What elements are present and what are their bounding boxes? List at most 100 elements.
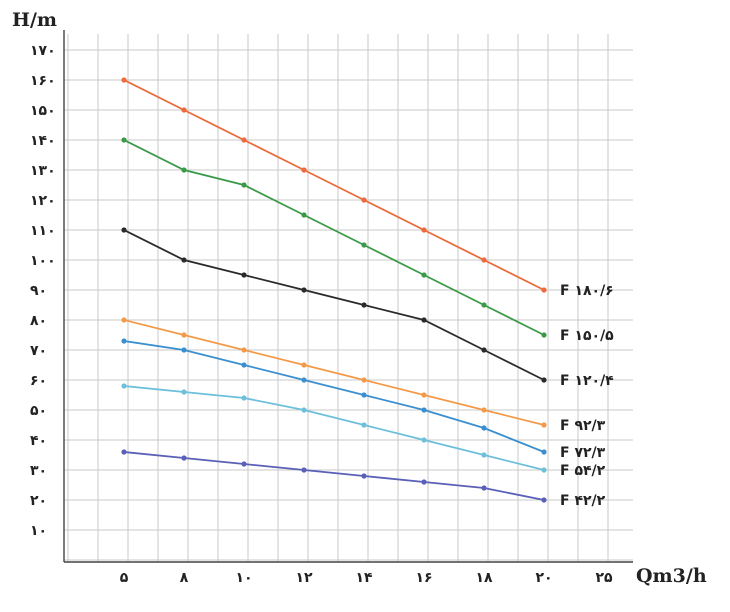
data-point [481,257,487,263]
data-point [241,182,247,188]
data-point [481,452,487,458]
data-point [241,461,247,467]
data-point [181,389,187,395]
y-tick-labels: ۱۰ ۲۰ ۳۰ ۴۰ ۵۰ ۶۰ ۷۰ ۸۰ ۹۰ ۱۰۰ ۱۱۰ ۱۲۰ ۱۳۰ ۱۴۰ ۱۵۰ ۱۶۰ ۱… [30,43,56,539]
series-line [123,319,545,426]
y-tick-label: ۱۷۰ [30,43,56,59]
data-point [241,395,247,401]
x-tick-label: ۸ [180,570,189,586]
data-point [361,422,367,428]
x-axis-title: Qm3/h [636,565,707,587]
data-point [481,302,487,308]
y-tick-label: ۸۰ [30,313,47,329]
data-point [541,287,547,293]
series-label: F ۵۴/۲ [560,463,606,479]
x-tick-label: ۲۵ [595,570,613,586]
y-tick-label: ۲۰ [30,493,47,509]
y-tick-label: ۱۶۰ [30,73,56,89]
data-point [181,347,187,353]
data-point [361,242,367,248]
data-point [481,485,487,491]
x-tick-label: ۱۸ [475,570,493,586]
series-line [123,385,545,471]
data-point [181,107,187,113]
series-label: F ۱۵۰/۵ [560,328,614,344]
data-point [181,257,187,263]
y-tick-label: ۱۴۰ [30,133,56,149]
data-point [541,467,547,473]
y-axis-title: H/m [12,9,57,31]
data-point [421,392,427,398]
data-point [121,449,127,455]
data-point [481,407,487,413]
data-point [241,362,247,368]
y-tick-label: ۴۰ [30,433,47,449]
x-tick-label: ۱۴ [355,570,373,586]
y-tick-label: ۱۲۰ [30,193,56,209]
data-point [301,362,307,368]
data-point [421,317,427,323]
series-line [123,229,545,381]
data-point [421,272,427,278]
data-point [421,227,427,233]
series-lines [121,77,547,503]
series-line [123,340,545,453]
data-point [121,137,127,143]
data-point [301,212,307,218]
data-point [301,167,307,173]
data-point [541,497,547,503]
series-line [123,79,545,291]
data-point [301,287,307,293]
data-point [181,455,187,461]
y-tick-label: ۵۰ [30,403,47,419]
data-point [121,77,127,83]
grid [64,34,633,562]
data-point [301,407,307,413]
series-label: F ۱۸۰/۶ [560,283,614,299]
data-point [301,467,307,473]
data-point [121,338,127,344]
y-tick-label: ۱۵۰ [30,103,56,119]
data-point [481,347,487,353]
series-label: F ۱۲۰/۴ [560,373,614,389]
y-tick-label: ۱۰۰ [30,253,56,269]
data-point [421,479,427,485]
data-point [361,377,367,383]
y-tick-label: ۱۳۰ [30,163,56,179]
series-label: F ۴۲/۲ [560,493,606,509]
data-point [361,197,367,203]
x-tick-label: ۱۲ [295,570,313,586]
axes [63,30,633,563]
y-tick-label: ۹۰ [30,283,47,299]
data-point [121,227,127,233]
y-tick-label: ۶۰ [30,373,47,389]
data-point [241,137,247,143]
y-tick-label: ۱۰ [30,523,47,539]
y-tick-label: ۳۰ [30,463,47,479]
data-point [541,332,547,338]
series-labels: F ۱۸۰/۶ F ۱۵۰/۵ F ۱۲۰/۴ F ۹۲/۳ F ۷۲/۳ F ۵۴/۲ F… [560,283,614,509]
x-tick-labels: ۵ ۸ ۱۰ ۱۲ ۱۴ ۱۶ ۱۸ ۲۰ ۲۵ [120,570,613,586]
data-point [301,377,307,383]
series-line [123,139,545,336]
data-point [421,407,427,413]
data-point [241,347,247,353]
x-tick-label: ۱۶ [415,570,432,586]
y-tick-label: ۷۰ [30,343,47,359]
series-label: F ۷۲/۳ [560,445,606,461]
x-tick-label: ۱۰ [235,570,252,586]
data-point [181,332,187,338]
data-point [361,392,367,398]
data-point [181,167,187,173]
data-point [361,302,367,308]
y-tick-label: ۱۱۰ [30,223,56,239]
data-point [541,449,547,455]
data-point [361,473,367,479]
data-point [481,425,487,431]
series-line [123,451,545,501]
data-point [541,422,547,428]
data-point [421,437,427,443]
data-point [241,272,247,278]
series-label: F ۹۲/۳ [560,418,606,434]
